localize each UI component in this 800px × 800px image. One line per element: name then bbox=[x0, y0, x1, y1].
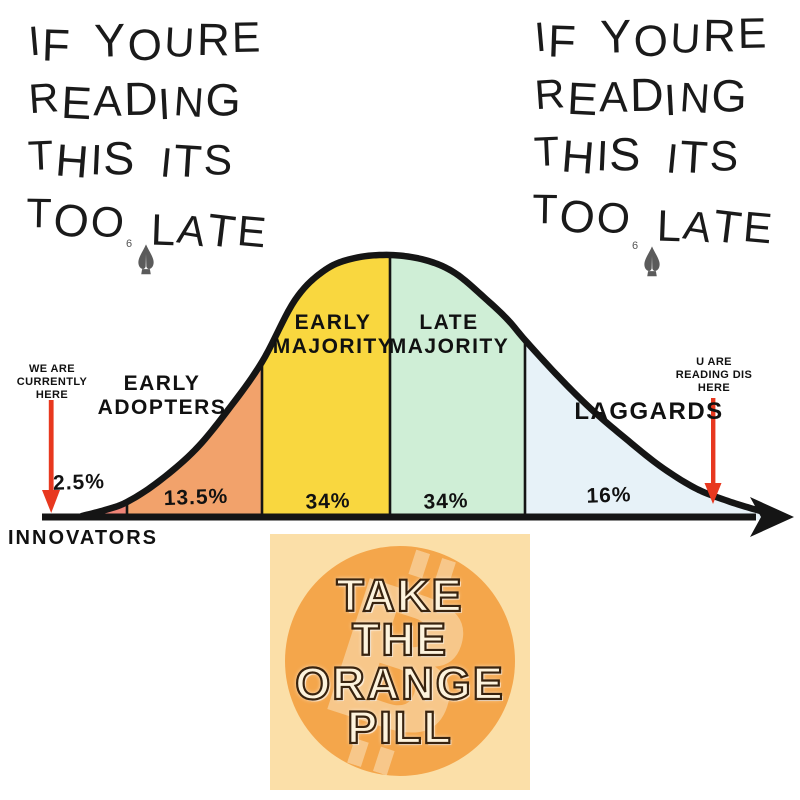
album-line: IF YOURE bbox=[26, 13, 263, 72]
label-early-majority: EARLY MAJORITY bbox=[272, 311, 394, 358]
pill-line: TAKE bbox=[335, 570, 464, 621]
pct-early-adopters: 13.5% bbox=[163, 484, 229, 511]
label-early-adopters: EARLY ADOPTERS bbox=[97, 372, 227, 419]
label-innovators: INNOVATORS bbox=[8, 527, 159, 549]
pill-line: ORANGE bbox=[294, 658, 505, 709]
album-line: READING bbox=[533, 69, 750, 126]
bell-curve-svg bbox=[42, 251, 794, 537]
six-badge: 6 bbox=[632, 240, 639, 252]
annotation-we-are-here: WE ARE CURRENTLY HERE bbox=[16, 363, 88, 401]
praying-hands-badge-right: 6 bbox=[632, 240, 672, 284]
album-line: THIS ITS bbox=[26, 132, 235, 189]
six-badge: 6 bbox=[126, 238, 133, 250]
pct-innovators: 2.5% bbox=[52, 470, 106, 495]
album-cover-left: IF YOURE READING THIS ITS TOO LATE bbox=[26, 14, 290, 259]
praying-hands-icon bbox=[138, 244, 154, 275]
album-line: READING bbox=[27, 73, 244, 130]
orange-pill-sticker: B TAKE THE ORANGE PILL bbox=[270, 534, 530, 791]
pct-laggards: 16% bbox=[586, 483, 632, 508]
album-cover-right: IF YOURE READING THIS ITS TOO LATE bbox=[532, 10, 796, 255]
album-line: IF YOURE bbox=[532, 9, 769, 68]
pill-line: PILL bbox=[346, 702, 453, 753]
label-late-majority: LATE MAJORITY bbox=[388, 311, 510, 358]
pill-line: THE bbox=[351, 614, 448, 665]
orange-pill-text: TAKE THE ORANGE PILL bbox=[270, 534, 530, 790]
praying-hands-icon bbox=[644, 246, 660, 277]
annotation-u-are-reading: U ARE READING DIS HERE bbox=[675, 356, 753, 394]
praying-hands-badge-left: 6 bbox=[126, 238, 166, 282]
orange-pill-circle bbox=[285, 546, 515, 776]
pct-late-majority: 34% bbox=[423, 489, 469, 514]
pct-early-majority: 34% bbox=[305, 489, 351, 514]
label-laggards: LAGGARDS bbox=[574, 398, 724, 425]
album-line: THIS ITS bbox=[532, 128, 741, 185]
